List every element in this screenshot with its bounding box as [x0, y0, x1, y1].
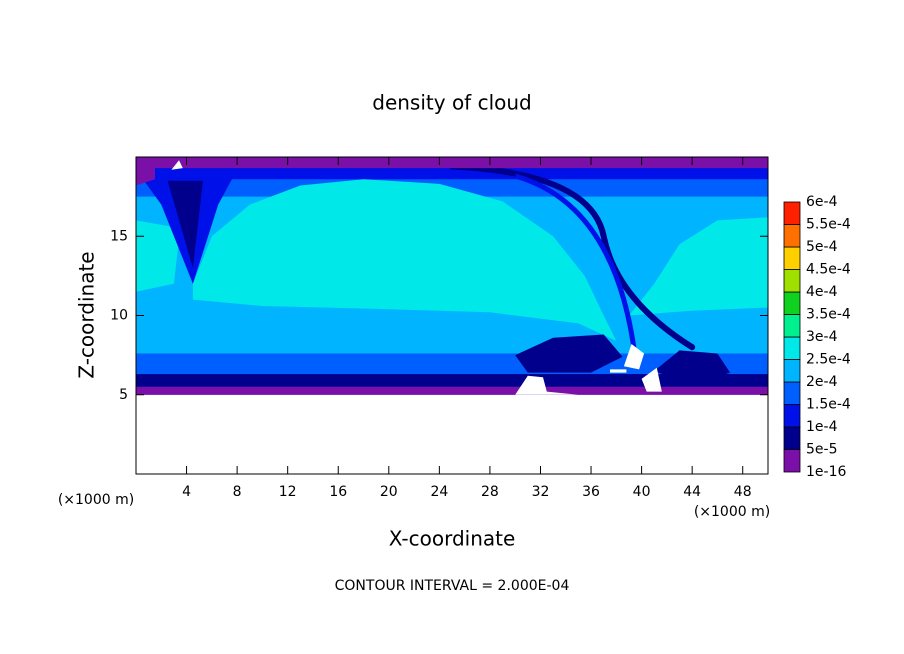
- x-tick-label: 32: [532, 484, 550, 500]
- y-axis-label: Z-coordinate: [75, 251, 99, 378]
- contour-region: [136, 386, 768, 395]
- colorbar-swatch: [783, 314, 801, 338]
- x-tick-label: 20: [380, 484, 398, 500]
- contour-region: [515, 334, 623, 373]
- contour-region: [192, 179, 617, 341]
- x-tick-label: 8: [233, 484, 242, 500]
- no-data-area: [610, 369, 627, 373]
- contour-region: [136, 157, 768, 169]
- chart-title: density of cloud: [372, 91, 531, 115]
- colorbar-swatch: [783, 404, 801, 428]
- x-tick-label: 16: [329, 484, 347, 500]
- colorbar-swatch: [783, 449, 801, 473]
- contour-region: [136, 220, 181, 292]
- colorbar-label: 4.5e-4: [806, 262, 851, 278]
- colorbar-label: 1.5e-4: [806, 397, 851, 413]
- colorbar-swatch: [783, 269, 801, 293]
- x-tick-label: 44: [683, 484, 701, 500]
- x-tick-label: 28: [481, 484, 499, 500]
- colorbar-label: 1e-4: [806, 419, 838, 435]
- x-axis-label: X-coordinate: [389, 527, 516, 551]
- colorbar-swatch: [783, 246, 801, 270]
- no-data-area: [515, 375, 579, 395]
- x-tick-label: 36: [582, 484, 600, 500]
- y-unit-label: (×1000 m): [58, 492, 134, 508]
- footer-note: CONTOUR INTERVAL = 2.000E-04: [335, 578, 570, 594]
- colorbar-swatch: [783, 224, 801, 248]
- colorbar-swatch: [783, 381, 801, 405]
- colorbar-label: 4e-4: [806, 284, 838, 300]
- colorbar-swatch: [783, 291, 801, 315]
- no-data-area: [641, 367, 662, 392]
- colorbar-swatch: [783, 359, 801, 383]
- no-data-area: [623, 344, 645, 370]
- colorbar-label: 6e-4: [806, 194, 838, 210]
- x-tick-label: 12: [279, 484, 297, 500]
- contour-region: [136, 157, 155, 186]
- colorbar-swatch: [783, 426, 801, 450]
- contour-field: [136, 157, 768, 474]
- contour-region: [136, 374, 768, 387]
- no-data-area: [136, 396, 768, 474]
- colorbar-label: 2e-4: [806, 374, 838, 390]
- colorbar-label: 3.5e-4: [806, 307, 851, 323]
- x-tick-label: 48: [734, 484, 752, 500]
- colorbar-label: 5.5e-4: [806, 217, 851, 233]
- colorbar-label: 2.5e-4: [806, 352, 851, 368]
- colorbar-swatch: [783, 201, 801, 225]
- colorbar-label: 5e-4: [806, 239, 838, 255]
- contour-region: [629, 217, 768, 316]
- x-tick-label: 40: [633, 484, 651, 500]
- no-data-area: [171, 160, 183, 170]
- contour-streak: [514, 173, 638, 359]
- x-tick-label: 24: [430, 484, 448, 500]
- colorbar-label: 5e-5: [806, 442, 837, 458]
- y-tick-label: 10: [110, 308, 128, 324]
- y-tick-label: 5: [119, 387, 128, 403]
- colorbar-label: 1e-16: [806, 464, 846, 480]
- colorbar-swatch: [783, 336, 801, 360]
- x-tick-label: 4: [182, 484, 191, 500]
- y-tick-label: 15: [110, 228, 128, 244]
- x-unit-label: (×1000 m): [694, 504, 770, 520]
- contour-region: [167, 180, 203, 268]
- contour-streak: [449, 163, 696, 351]
- colorbar-label: 3e-4: [806, 329, 838, 345]
